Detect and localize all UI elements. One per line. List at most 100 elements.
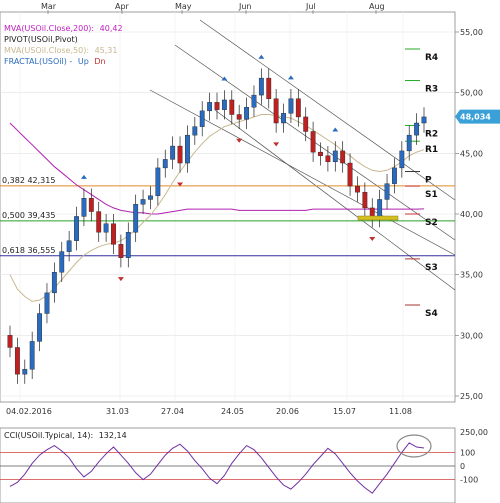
cci-legend: CCI(USOil.Typical, 14): 132,14 [4, 431, 127, 440]
cci-highlight-circle [396, 434, 432, 458]
pivot-label: S4 [425, 309, 438, 319]
y-tick-label: 25,00 [460, 392, 483, 401]
fractal-up-marker [287, 75, 294, 80]
pivot-label: R1 [425, 145, 438, 155]
candle-body [281, 113, 286, 124]
candle-body [421, 116, 427, 124]
fib-level-label: 0,618 36,555 [2, 246, 55, 255]
legend-ma200: MVA(USOil.Close,200): 40,42 [4, 24, 123, 33]
cci-tick-label: 250,00 [460, 428, 488, 437]
fib-level-label: 0,500 39,435 [2, 211, 55, 220]
fractal-down-marker [236, 138, 243, 143]
last-price-marker: 48,034 [455, 109, 500, 124]
candle-body [59, 251, 65, 273]
pivot-label: R3 [425, 85, 438, 95]
candle-body [347, 162, 353, 187]
candle-body [214, 102, 220, 110]
candle-body [258, 77, 264, 96]
candle-body [332, 150, 338, 163]
ma200-line [9, 122, 425, 215]
y-tick-label: 40,00 [460, 210, 483, 219]
candle-body [318, 151, 323, 156]
candle-body [7, 335, 13, 348]
candle-body [303, 116, 309, 132]
candle-body [414, 122, 420, 136]
candle-body [362, 191, 368, 209]
candle-body [170, 145, 176, 160]
fractal-down-marker [369, 237, 376, 242]
x-tick-label: 20.06 [276, 407, 299, 416]
candle-body [162, 159, 168, 169]
pivot-label: P [425, 176, 432, 186]
candle-body [392, 167, 397, 184]
month-label: Aug [369, 2, 385, 11]
candle-body [29, 341, 35, 370]
candle-body [406, 134, 412, 152]
candle-body [310, 131, 316, 153]
candle-body [288, 98, 294, 114]
candle-body [295, 98, 301, 118]
candle-body [199, 110, 205, 127]
x-tick-label: 31.03 [106, 407, 129, 416]
candle-body [81, 198, 87, 217]
candle-body [140, 199, 146, 205]
fractal-up-marker [80, 174, 87, 179]
month-label: Jun [238, 2, 252, 11]
cci-plot-area [0, 427, 456, 503]
month-label: Jul [305, 2, 316, 11]
candle-body [221, 99, 227, 110]
fractal-down-marker [273, 142, 280, 147]
y-tick-label: 35,00 [460, 271, 483, 280]
candle-body [148, 195, 153, 200]
candle-body [88, 198, 94, 212]
fractal-down-marker [117, 277, 124, 282]
indicator-legend: MVA(USOil.Close,200): 40,42 PIVOT(USOil,… [4, 24, 123, 66]
candle-body [51, 272, 57, 294]
x-tick-label: 11.08 [389, 407, 412, 416]
pivot-label: R2 [425, 129, 438, 139]
x-tick-label: 04.02.2016 [6, 407, 52, 416]
fractal-up-marker [221, 76, 228, 81]
candle-body [251, 94, 257, 108]
candle-body [125, 231, 131, 258]
y-tick-label: 50,00 [460, 89, 483, 98]
candle-body [266, 77, 272, 99]
candle-body [14, 347, 20, 375]
cci-tick-label: 100 [460, 448, 475, 457]
candle-body [325, 155, 331, 163]
candle-body [185, 134, 190, 164]
candle-body [133, 204, 139, 233]
candle-body [192, 126, 198, 136]
legend-fractal: FRACTAL(USOil) - Up Dn [4, 57, 106, 66]
fractal-up-marker [332, 127, 339, 132]
candle-body [340, 150, 346, 164]
x-tick-label: 24.05 [221, 407, 244, 416]
last-price-label: 48,034 [460, 113, 491, 122]
candle-body [111, 223, 116, 245]
candle-body [355, 185, 360, 193]
candle-body [207, 102, 213, 112]
y-tick-label: 30,00 [460, 331, 483, 340]
candle-body [96, 211, 102, 233]
channel-line [199, 19, 456, 201]
y-tick-label: 55,00 [460, 28, 483, 37]
cci-tick-label: -100 [460, 476, 478, 485]
month-label: May [175, 2, 192, 11]
fractal-up-marker [258, 54, 265, 59]
ma50-line [9, 114, 425, 302]
y-tick-label: 45,00 [460, 149, 483, 158]
x-tick-label: 27.04 [161, 407, 184, 416]
x-tick-label: 15.07 [333, 407, 356, 416]
month-label: Mar [41, 2, 57, 11]
candle-body [177, 145, 183, 164]
support-zone-bar [357, 215, 399, 221]
candle-body [103, 223, 109, 233]
cci-tick-label: 0 [460, 462, 465, 471]
pivot-label: R4 [425, 53, 438, 63]
pivot-label: S3 [425, 263, 438, 273]
cci-line [9, 442, 425, 494]
candle-body [37, 313, 42, 342]
candle-body [66, 240, 72, 252]
candle-body [229, 99, 235, 115]
